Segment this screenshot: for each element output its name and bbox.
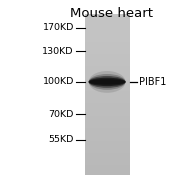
Text: Mouse heart: Mouse heart — [70, 7, 153, 20]
Text: 70KD: 70KD — [48, 110, 74, 119]
Bar — [85, 14, 130, 175]
Ellipse shape — [89, 76, 126, 88]
Text: PIBF1: PIBF1 — [139, 77, 166, 87]
Text: 100KD: 100KD — [42, 77, 74, 86]
Text: 130KD: 130KD — [42, 47, 74, 56]
Ellipse shape — [89, 78, 126, 86]
Ellipse shape — [89, 79, 126, 85]
Text: 55KD: 55KD — [48, 135, 74, 144]
Ellipse shape — [89, 71, 126, 93]
Text: 170KD: 170KD — [42, 23, 74, 32]
Ellipse shape — [89, 74, 126, 90]
